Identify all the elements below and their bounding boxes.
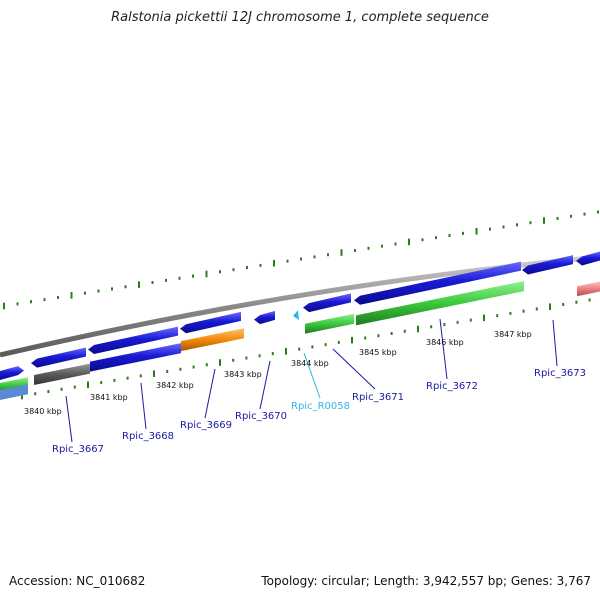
feature-upper-1 <box>31 347 86 368</box>
feature-upper-6 <box>354 261 521 305</box>
scale-labels: 3840 kbp 3841 kbp 3842 kbp 3843 kbp 3844 kbp… <box>24 330 532 416</box>
leader-line <box>140 382 147 430</box>
scale-tick-label: 3846 kbp <box>426 338 464 347</box>
gene-label[interactable]: Rpic_3672 <box>426 381 478 392</box>
tick-rows <box>3 210 599 400</box>
feature-lower-2 <box>34 363 90 386</box>
scale-tick-label: 3842 kbp <box>156 381 194 390</box>
feature-lower-3 <box>90 343 181 372</box>
feature-upper-3 <box>180 311 241 334</box>
feature-upper-7 <box>522 255 573 275</box>
topology-summary: Topology: circular; Length: 3,942,557 bp… <box>261 574 591 588</box>
accession-text: Accession: NC_010682 <box>9 574 146 588</box>
scale-tick-label: 3840 kbp <box>24 407 62 416</box>
scale-tick-label: 3843 kbp <box>224 370 262 379</box>
map-title: Ralstonia pickettii 12J chromosome 1, co… <box>111 10 489 25</box>
gene-label[interactable]: Rpic_3667 <box>52 444 104 455</box>
feature-upper-5 <box>303 293 351 313</box>
feature-lower-4 <box>181 328 244 352</box>
feature-lower-7 <box>577 281 600 297</box>
leader-line <box>439 318 448 380</box>
leader-line <box>332 348 376 390</box>
feature-upper-4 <box>254 310 275 325</box>
gene-label[interactable]: Rpic_3668 <box>122 431 174 442</box>
feature-lower-6 <box>356 281 524 326</box>
feature-upper-0 <box>0 366 24 380</box>
scale-tick-label: 3844 kbp <box>291 359 329 368</box>
feature-lower-5 <box>305 313 354 334</box>
feature-lower-1 <box>0 384 28 400</box>
scale-tick-label: 3847 kbp <box>494 330 532 339</box>
gene-features <box>0 251 600 400</box>
leader-line <box>552 319 558 367</box>
gene-label[interactable]: Rpic_3669 <box>180 420 232 431</box>
feature-upper-2 <box>88 326 178 355</box>
scale-tick-label: 3845 kbp <box>359 348 397 357</box>
leader-line <box>303 352 321 399</box>
label-leaders <box>65 318 558 443</box>
feature-upper-8 <box>576 251 600 266</box>
trna-feature <box>293 310 299 320</box>
scale-tick-label: 3841 kbp <box>90 393 128 402</box>
upper-tick-row <box>3 210 599 310</box>
leader-line <box>259 360 271 410</box>
gene-label[interactable]: Rpic_3673 <box>534 368 586 379</box>
gene-label[interactable]: Rpic_3670 <box>235 411 287 422</box>
gene-label[interactable]: Rpic_3671 <box>352 392 404 403</box>
leader-line <box>204 368 216 419</box>
leader-line <box>65 395 73 443</box>
gene-label[interactable]: Rpic_R0058 <box>291 401 350 412</box>
